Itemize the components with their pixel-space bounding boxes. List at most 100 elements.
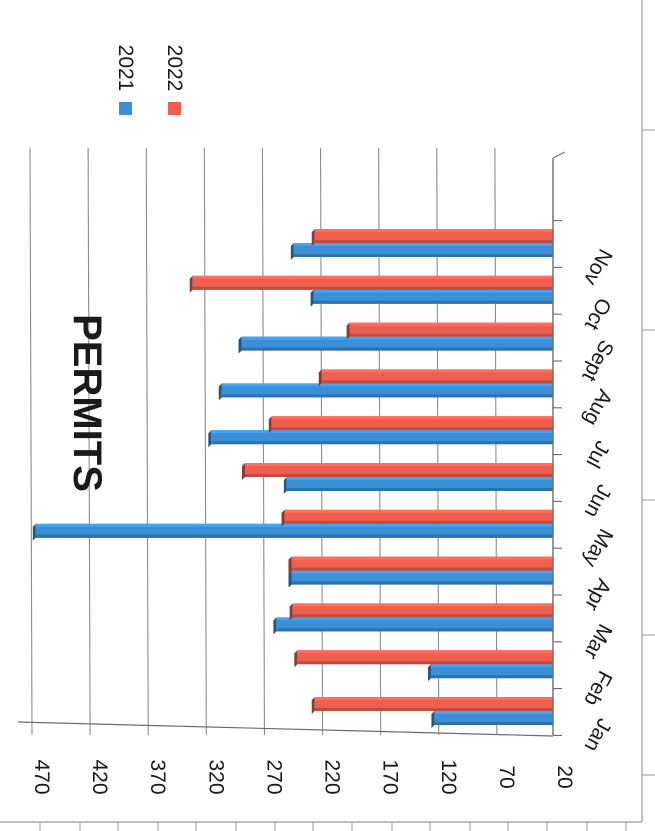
bar-shadow [297,661,553,665]
value-tick-label: 420 [88,759,111,794]
value-tick-label: 270 [262,759,285,794]
legend-label-2022: 2022 [163,45,186,92]
bar-side [288,570,292,588]
category-label-mar: Mar [579,620,616,663]
bar-side [283,477,287,494]
legend: 2021 2022 [114,45,186,115]
bar-side [294,650,298,668]
bar-shadow [292,614,553,618]
bar-face [321,369,553,384]
bar-face [245,463,553,477]
bar-shadow [35,534,554,538]
bar-side [311,697,315,714]
bar-face [314,229,553,243]
bar-face [192,275,553,290]
bar-highlight [321,369,553,373]
bar-side [242,463,246,480]
bar-shadow [314,708,553,711]
bar-face [293,243,553,257]
bar-face [221,383,553,398]
category-label-nov: Nov [579,245,617,289]
bar-2022-jun [242,463,553,480]
bar-side [238,336,242,354]
bar-face [35,523,554,538]
bar-side [310,289,314,307]
bar-2021-may [32,523,554,541]
bar-2022-nov [311,229,553,246]
bar-2021-feb [427,664,553,682]
category-label-jun: Jun [580,481,616,522]
bar-side [281,509,285,527]
bar-side [288,556,292,574]
bar-side [273,617,277,635]
bar-highlight [276,617,553,621]
bar-highlight [221,383,553,387]
bar-highlight [313,289,553,293]
bar-shadow [286,488,553,491]
bar-2021-jul [208,430,553,448]
gridline [145,147,149,736]
bar-highlight [314,229,553,232]
bar-face [286,477,553,491]
bar-shadow [221,394,553,398]
bar-highlight [241,336,553,340]
bar-side [268,416,272,434]
bar-face [211,430,553,445]
axes [17,151,566,737]
bar-shadow [349,333,553,337]
bar-highlight [291,556,553,560]
bar-2022-may [281,509,553,527]
category-label-apr: Apr [580,575,616,615]
bar-shadow [211,441,553,445]
bar-face [349,322,553,337]
bar-2022-sept [346,322,553,340]
bar-side [218,383,222,401]
gridline [203,147,207,736]
bar-shadow [293,254,553,257]
bar-face [291,556,553,571]
bar-shadow [284,520,553,524]
bar-2022-jul [268,416,553,434]
legend-swatch-2021 [119,102,132,115]
bar-side [289,603,293,621]
bar-2022-aug [318,369,553,387]
bar-2021-oct [310,289,553,307]
bar-side [208,430,212,448]
bar-highlight [292,603,553,607]
bar-face [314,697,553,711]
value-tick-label: 370 [146,759,169,794]
bar-shadow [276,628,553,632]
bar-side [189,275,193,293]
legend-label-2021: 2021 [114,45,137,92]
bar-face [292,603,553,618]
value-tick-label: 220 [321,759,344,794]
bar-2022-jan [311,697,553,714]
bar-highlight [314,697,553,700]
bar-highlight [211,430,553,434]
bar-2022-apr [288,556,553,574]
chart-title: PERMITS [65,314,109,492]
gridline [87,147,91,736]
bar-highlight [291,570,553,574]
value-tick-label: 20 [553,765,576,788]
bar-shadow [313,300,553,304]
bar-shadow [434,722,553,725]
bar-face [297,650,553,665]
bar-highlight [271,416,553,420]
bar-2021-nov [290,243,553,260]
bar-2021-sept [238,336,553,354]
bar-highlight [430,664,553,668]
value-tick-label: 170 [379,759,402,794]
bar-face [284,509,553,524]
bar-side [311,229,315,246]
bar-side [346,322,350,340]
gridline [29,147,33,736]
bar-side [290,243,294,260]
category-label-jan: Jan [580,715,616,756]
category-label-aug: Aug [579,386,617,430]
category-label-may: May [578,525,617,571]
bar-shadow [430,675,553,679]
